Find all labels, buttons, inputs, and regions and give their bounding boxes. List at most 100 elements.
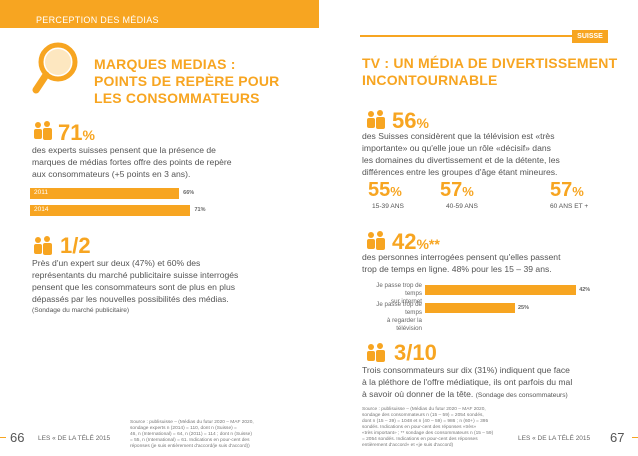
text-line: pensent que les consommateurs sont de pl… [32,282,236,292]
source-line: Source : publisuisse – (Médias du futur … [362,407,486,412]
people-icon [367,231,385,250]
country-tab-label: SUISSE [577,33,603,40]
age-stat-unit: % [390,184,402,199]
age-stat-label: 40-59 ANS [446,203,478,210]
stat-value: 56 [392,108,417,133]
hbar-label-line: Je passe trop de temps [376,282,422,297]
right-header-line [360,35,608,37]
stat-71-text: des experts suisses pensent que la prése… [32,144,292,180]
bar-row-2014: 2014 71% [30,205,280,216]
left-title-line: POINTS DE REPÈRE POUR [94,73,280,89]
source-line: sondage experts n (2014) = 110, dont n (… [130,426,237,431]
text-line: différences entre les groupes d'âge étan… [362,167,558,177]
footer-line-right [632,437,638,438]
stat-unit: % [82,127,95,143]
people-icon [34,236,52,255]
stat-value: 42 [392,229,417,254]
age-stat-label: 15-39 ANS [372,203,404,210]
page-number-right: 67 [610,430,625,445]
bar-value-label: 66% [183,190,195,196]
text-line: à la pléthore de l'offre médiatique, ils… [362,377,573,387]
bar-2014 [30,205,191,216]
hbar-category-label: Je passe trop de temps sur internet [360,282,422,306]
year-bar-chart: 2011 66% 2014 71% [30,188,280,220]
left-title-line: LES CONSOMMATEURS [94,90,260,106]
bar-value-label: 71% [194,207,206,213]
bar-2011 [30,188,180,199]
source-line: dont n (15 – 39) = 1048 et n (40 – 59) =… [362,419,489,424]
text-line: à savoir où donner de la tête. [362,389,474,399]
text-line: des experts suisses pensent que la prése… [32,145,216,155]
age-stat-number: 55 [368,179,391,201]
people-icon [367,110,385,129]
text-line: Près d'un expert sur deux (47%) et 60% d… [32,258,201,268]
footer-label-left: LES « DE LA TÉLÉ 2015 [38,435,111,442]
left-title-line: MARQUES MEDIAS : [94,56,236,72]
bar-row-2011: 2011 66% [30,188,280,199]
source-line: «très important» ; ** sondage des consom… [362,431,494,436]
age-stat-value: 57% [550,179,584,202]
hbar-label-line: Je passe trop de temps [376,301,422,316]
stat-unit: % [416,115,429,131]
source-line: sondage des consommateurs n (15 – 59) = … [362,413,484,418]
stat-42: 42%** [392,231,440,255]
people-icon [367,343,385,362]
hbar-label-line: sur internet [391,298,422,305]
right-title-line: INCONTOURNABLE [362,72,498,88]
text-line: aux consommateurs (+5 points en 3 ans). [32,169,191,179]
source-line: 46, n (International) = 64, n (2011) = 1… [130,432,252,437]
section-header-bar: PERCEPTION DES MÉDIAS [0,0,319,28]
age-stat-number: 57 [440,179,463,201]
text-line: marques de médias fortes offre des point… [32,157,232,167]
source-line: sondés. Indications en pour-cent des rép… [362,425,477,430]
people-icon [34,121,52,140]
hbar-label-line: à regarder la télévision [386,317,422,332]
footer-line-left [0,437,6,438]
bar-category-label: 2011 [34,189,48,196]
stat-unit: %** [416,236,440,252]
stat-56-text: des Suisses considèrent que la télévisio… [362,130,612,178]
stat-3-10-text: Trois consommateurs sur dix (31%) indiqu… [362,364,624,402]
right-title-line: TV : UN MÉDIA DE DIVERTISSEMENT [362,55,618,71]
left-title: MARQUES MEDIAS : POINTS DE REPÈRE POUR L… [94,56,279,107]
text-line: trop de temps en ligne. 48% pour les 15 … [362,264,552,274]
text-line: des Suisses considèrent que la télévisio… [362,131,555,141]
stat-42-text: des personnes interrogées pensent qu'ell… [362,251,612,275]
source-line: Source : publisuisse – (Médias du futur … [130,420,254,425]
stat-3-10: 3/10 [394,340,437,365]
page-number-left: 66 [10,430,25,445]
stat-half-text: Près d'un expert sur deux (47%) et 60% d… [32,257,302,317]
text-line: dépassés par les nouvelles possibilités … [32,294,229,304]
hbar-value-label: 25% [518,305,530,311]
source-line: réponses (je suis entièrement d'accord/j… [130,444,250,449]
age-stat-number: 57 [550,179,573,201]
section-label: PERCEPTION DES MÉDIAS [36,15,159,25]
stat-56: 56% [392,110,429,134]
bar-category-label: 2014 [34,206,49,213]
age-stat-unit: % [572,184,584,199]
age-stat-value: 55% [368,179,402,202]
hbar-category-label: Je passe trop de temps à regarder la tél… [360,301,422,333]
stat-71: 71% [58,122,95,146]
source-line: = 2054 sondés. Indications en pour-cent … [362,437,478,442]
age-stat-unit: % [462,184,474,199]
source-line: = 55, n (International) = 61. Indication… [130,438,250,443]
right-source: Source : publisuisse – (Médias du futur … [362,407,522,449]
text-line: les domaines du divertissement et de la … [362,155,560,165]
note: (Sondage des consommateurs) [475,392,568,399]
source-line: entièrement d'accord» et «je suis d'acco… [362,443,454,448]
text-line: des personnes interrogées pensent qu'ell… [362,252,561,262]
hbar-value-label: 42% [579,287,591,293]
hbar-tv [425,303,515,313]
text-line: représentants du marché publicitaire sui… [32,270,239,280]
text-line: Trois consommateurs sur dix (31%) indiqu… [362,365,570,375]
stat-value: 71 [58,120,83,145]
age-stat-label: 60 ANS ET + [550,203,589,210]
left-source: Source : publisuisse – (Médias du futur … [130,420,300,450]
right-title: TV : UN MÉDIA DE DIVERTISSEMENT INCONTOU… [362,55,617,89]
age-stat-value: 57% [440,179,474,202]
hbar-internet [425,285,577,295]
country-tab: SUISSE [572,30,608,43]
footer-label-right: LES « DE LA TÉLÉ 2015 [518,435,591,442]
note: (Sondage du marché publicitaire) [32,307,130,314]
